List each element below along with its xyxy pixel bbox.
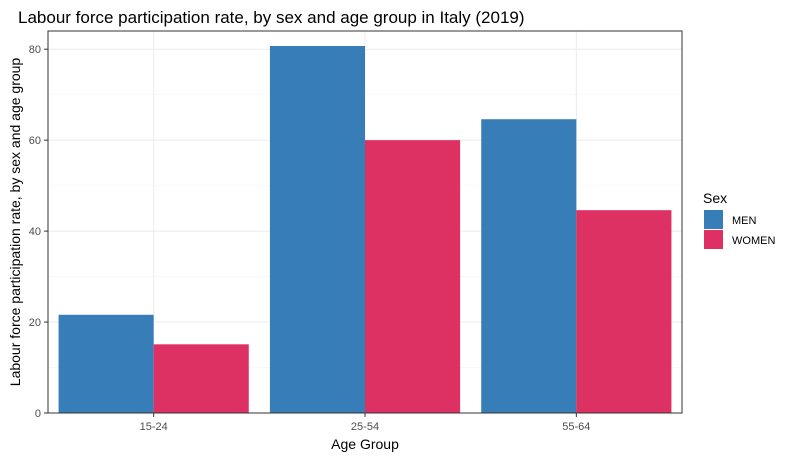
y-axis: 0 20 40 60 80 [29,44,48,420]
bar-men-15-24 [58,314,154,413]
x-tick-label: 25-54 [351,421,379,433]
y-axis-title: Labour force participation rate, by sex … [7,58,23,387]
y-tick-label: 80 [29,44,41,56]
legend-label-women: WOMEN [732,235,775,247]
x-axis-title: Age Group [331,436,399,452]
bar-men-55-64 [481,119,577,413]
bar-women-15-24 [153,344,249,413]
y-tick-label: 20 [29,317,41,329]
legend-key-women [704,230,723,249]
chart-title: Labour force participation rate, by sex … [18,8,525,27]
x-tick-label: 15-24 [140,421,168,433]
y-tick-label: 0 [35,408,41,420]
bar-men-25-54 [269,46,365,413]
legend: Sex MEN WOMEN [703,190,775,249]
x-tick-label: 55-64 [562,421,590,433]
y-tick-label: 40 [29,226,41,238]
legend-label-men: MEN [732,215,757,227]
legend-title: Sex [703,190,727,206]
legend-items: MEN WOMEN [704,210,775,249]
bars [58,46,672,413]
bar-women-55-64 [576,210,672,413]
legend-key-men [704,210,723,229]
x-axis: 15-24 25-54 55-64 [140,413,590,433]
y-tick-label: 60 [29,135,41,147]
bar-women-25-54 [365,140,461,413]
